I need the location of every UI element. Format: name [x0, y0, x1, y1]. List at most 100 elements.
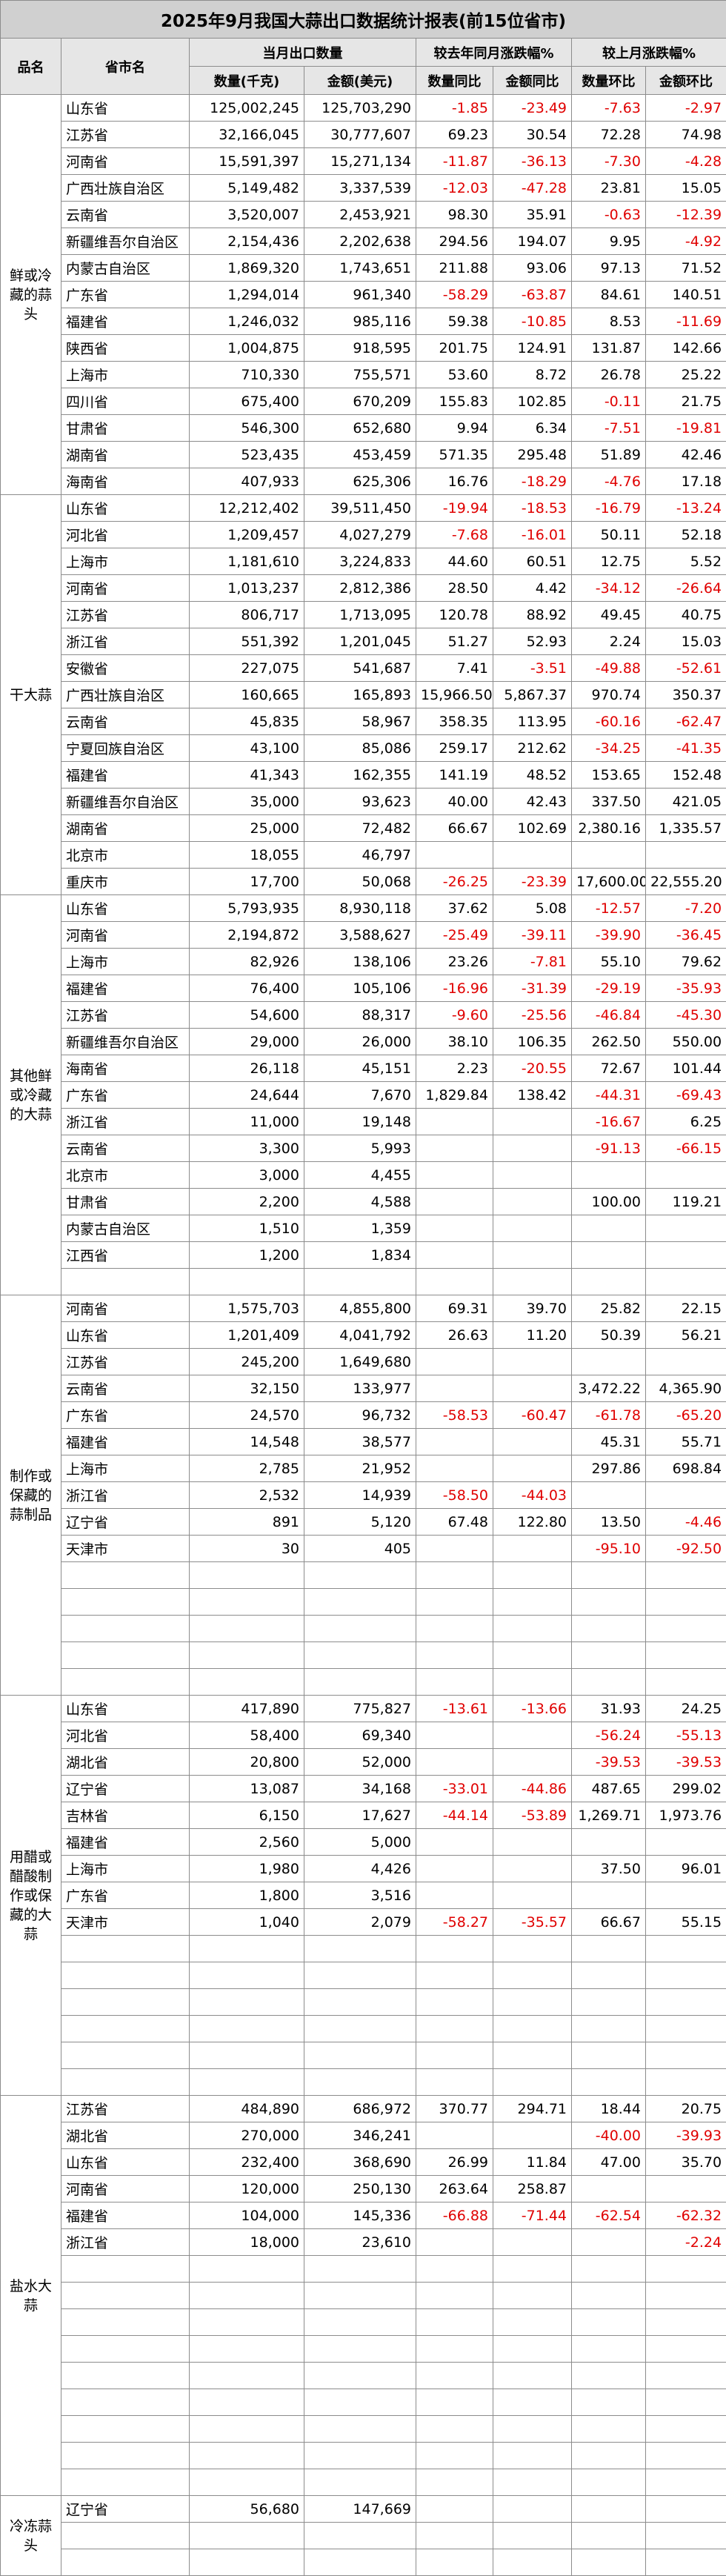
value-cell: -40.00	[572, 2122, 646, 2149]
empty-cell	[572, 1642, 646, 1669]
province: 云南省	[61, 1375, 190, 1402]
empty-cell	[304, 2256, 416, 2283]
value-cell: -62.47	[646, 708, 726, 735]
value-cell: 551,392	[190, 628, 304, 655]
empty-cell	[304, 2363, 416, 2389]
empty-cell	[572, 1269, 646, 1295]
empty-cell	[572, 2256, 646, 2283]
value-cell: 72,482	[304, 815, 416, 842]
value-cell: -36.13	[493, 148, 572, 175]
province: 福建省	[61, 308, 190, 335]
empty-cell	[190, 1589, 304, 1616]
empty-cell	[416, 2283, 493, 2309]
empty-cell	[416, 1109, 493, 1135]
value-cell: 37.62	[416, 895, 493, 922]
empty-cell	[572, 1882, 646, 1909]
empty-cell	[304, 2309, 416, 2336]
province: 云南省	[61, 202, 190, 228]
empty-cell	[572, 1349, 646, 1375]
province: 山东省	[61, 2149, 190, 2176]
table-row	[1, 2469, 726, 2496]
empty-cell	[304, 2523, 416, 2549]
value-cell: 25.82	[572, 1295, 646, 1322]
value-cell: 1,201,409	[190, 1322, 304, 1349]
empty-cell	[572, 2069, 646, 2096]
value-cell: 370.77	[416, 2096, 493, 2122]
table-row	[1, 1589, 726, 1616]
empty-cell	[572, 2336, 646, 2363]
province: 福建省	[61, 1429, 190, 1455]
table-row	[1, 2283, 726, 2309]
empty-cell	[493, 2469, 572, 2496]
category-name: 干大蒜	[1, 495, 61, 895]
value-cell: 487.65	[572, 1776, 646, 1802]
value-cell: 85,086	[304, 735, 416, 762]
value-cell: -63.87	[493, 282, 572, 308]
empty-cell	[190, 1989, 304, 2016]
value-cell: 337.50	[572, 789, 646, 815]
empty-cell	[646, 1669, 726, 1696]
province: 新疆维吾尔自治区	[61, 228, 190, 255]
province: 浙江省	[61, 2229, 190, 2256]
province: 新疆维吾尔自治区	[61, 1029, 190, 1055]
empty-cell	[493, 2256, 572, 2283]
empty-cell	[61, 2416, 190, 2443]
value-cell: 1,510	[190, 1215, 304, 1242]
empty-cell	[646, 2523, 726, 2549]
value-cell: 421.05	[646, 789, 726, 815]
value-cell: -91.13	[572, 1135, 646, 1162]
empty-cell	[416, 1589, 493, 1616]
table-row	[1, 1989, 726, 2016]
empty-cell	[493, 2229, 572, 2256]
empty-cell	[572, 1562, 646, 1589]
value-cell: 297.86	[572, 1455, 646, 1482]
value-cell: 42.46	[646, 442, 726, 468]
empty-cell	[493, 1616, 572, 1642]
empty-cell	[493, 1669, 572, 1696]
empty-cell	[304, 1589, 416, 1616]
empty-cell	[190, 2416, 304, 2443]
value-cell: -92.50	[646, 1536, 726, 1562]
value-cell: 47.00	[572, 2149, 646, 2176]
empty-cell	[61, 1269, 190, 1295]
empty-cell	[61, 1962, 190, 1989]
empty-cell	[572, 1616, 646, 1642]
value-cell: 15,591,397	[190, 148, 304, 175]
value-cell: 294.56	[416, 228, 493, 255]
value-cell: 3,516	[304, 1882, 416, 1909]
empty-cell	[646, 2389, 726, 2416]
empty-cell	[416, 1722, 493, 1749]
value-cell: 71.52	[646, 255, 726, 282]
value-cell: 138,106	[304, 949, 416, 975]
province: 吉林省	[61, 1802, 190, 1829]
empty-cell	[416, 1269, 493, 1295]
empty-cell	[416, 842, 493, 869]
empty-cell	[304, 1562, 416, 1589]
value-cell: 66.67	[572, 1909, 646, 1936]
value-cell: 5,149,482	[190, 175, 304, 202]
value-cell: 52,000	[304, 1749, 416, 1776]
value-cell: 550.00	[646, 1029, 726, 1055]
value-cell: 262.50	[572, 1029, 646, 1055]
province: 辽宁省	[61, 2496, 190, 2523]
value-cell: 46,797	[304, 842, 416, 869]
value-cell: 124.91	[493, 335, 572, 362]
province: 江西省	[61, 1242, 190, 1269]
value-cell: 14,939	[304, 1482, 416, 1509]
value-cell: 1,980	[190, 1856, 304, 1882]
value-cell: -13.61	[416, 1696, 493, 1722]
empty-cell	[493, 2122, 572, 2149]
value-cell: 1,246,032	[190, 308, 304, 335]
